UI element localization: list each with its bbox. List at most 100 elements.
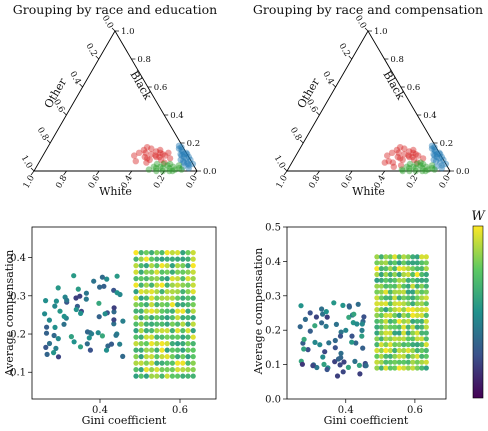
scatter-point xyxy=(396,359,402,365)
scatter-point xyxy=(185,360,191,366)
ternary-tick-left xyxy=(316,111,320,116)
ternary-point xyxy=(438,165,445,172)
scatter-point xyxy=(104,276,110,282)
scatter-point xyxy=(185,354,191,360)
ternary-tick-label-left: 0.4 xyxy=(320,70,335,87)
scatter-point xyxy=(159,321,165,327)
scatter-point xyxy=(419,254,425,260)
scatter-point xyxy=(159,315,165,321)
scatter-point xyxy=(414,295,420,301)
scatter-point xyxy=(97,284,103,290)
scatter-point xyxy=(410,301,416,307)
scatter-point xyxy=(169,276,175,282)
scatter-point xyxy=(414,283,420,289)
scatter-point xyxy=(414,266,420,272)
scatter-point xyxy=(169,360,175,366)
scatter-point xyxy=(383,283,389,289)
ternary-triangle xyxy=(286,30,451,172)
scatter-point xyxy=(405,301,411,307)
scatter-point xyxy=(164,328,170,334)
ternary-tick-bottom xyxy=(95,170,100,176)
scatter-point xyxy=(414,289,420,295)
scatter-point xyxy=(111,309,117,315)
scatter-point xyxy=(175,354,181,360)
scatter-point xyxy=(133,269,139,275)
scatter-point xyxy=(378,307,384,313)
scatter-point xyxy=(154,282,160,288)
scatter-point xyxy=(190,256,196,262)
scatter-point xyxy=(374,353,380,359)
scatter-point xyxy=(410,312,416,318)
ternary-point xyxy=(184,159,191,166)
scatter-point xyxy=(83,290,89,296)
scatter-point xyxy=(401,336,407,342)
ternary-tick-left xyxy=(95,55,100,60)
scatter-point xyxy=(405,289,411,295)
scatter-point xyxy=(138,269,144,275)
ternary-tick-label-left: 1.0 xyxy=(272,154,287,171)
scatter-point xyxy=(352,358,358,364)
scatter-point xyxy=(78,310,84,316)
scatter-point xyxy=(383,254,389,260)
scatter-point xyxy=(138,276,144,282)
scatter-point xyxy=(133,321,139,327)
ternary-tick-left xyxy=(63,111,67,116)
scatter-point xyxy=(340,369,346,375)
scatter-point xyxy=(405,266,411,272)
scatter-point xyxy=(387,277,393,283)
scatter-point xyxy=(164,334,170,340)
scatter-point xyxy=(169,269,175,275)
scatter-point xyxy=(133,315,139,321)
scatter-point xyxy=(414,254,420,260)
scatter-point xyxy=(410,347,416,354)
scatter-point xyxy=(423,260,429,266)
scatter-point xyxy=(143,360,149,366)
scatter-point xyxy=(190,328,196,334)
scatter-point xyxy=(383,312,389,318)
scatter-point xyxy=(164,295,170,301)
ternary-point xyxy=(165,149,172,156)
scatter-point xyxy=(410,353,416,359)
scatter-point xyxy=(419,312,425,318)
scatter-point xyxy=(401,365,407,371)
scatter-point xyxy=(154,354,160,360)
scatter-point xyxy=(111,321,117,327)
ternary-point xyxy=(159,165,166,172)
scatter-point xyxy=(341,359,347,365)
scatter-point xyxy=(299,361,305,367)
ternary-panel-compensation: Grouping by race and compensation 0.00.0… xyxy=(253,2,483,198)
scatter-point xyxy=(175,315,181,321)
scatter-point xyxy=(185,341,191,347)
scatter-point xyxy=(392,254,398,260)
scatter-point xyxy=(159,367,165,373)
ternary-tick-left xyxy=(332,83,336,88)
scatter-point xyxy=(51,350,57,356)
scatter-point xyxy=(68,334,74,340)
ternary-point xyxy=(406,160,414,168)
scatter-point xyxy=(138,308,144,314)
scatter-point xyxy=(185,276,191,282)
scatter-point xyxy=(138,302,144,308)
ternary-point xyxy=(178,166,185,173)
ternary-point xyxy=(430,151,437,158)
scatter-point xyxy=(396,271,402,278)
scatter-point xyxy=(159,328,165,334)
scatter-point xyxy=(414,353,420,359)
scatter-point xyxy=(175,256,181,262)
scatter-point xyxy=(401,307,407,313)
scatter-point xyxy=(383,301,389,307)
scatter-point xyxy=(143,282,149,288)
ternary-point xyxy=(180,153,188,161)
ternary-point xyxy=(431,166,438,173)
scatter-point xyxy=(169,282,175,288)
scatter-point xyxy=(138,282,144,288)
scatter-point xyxy=(75,286,81,292)
scatter-point xyxy=(175,308,181,314)
ternary-point xyxy=(185,165,192,172)
scatter-point xyxy=(396,283,402,289)
y-tick-label: 0.1 xyxy=(10,368,26,379)
scatter-point xyxy=(396,254,402,260)
scatter-point xyxy=(175,276,181,282)
scatter-ticks-compensation: 0.4 0.6 0.0 0.1 0.2 0.3 0.4 0.5 xyxy=(265,223,423,417)
ternary-tick-bottom xyxy=(30,170,35,176)
